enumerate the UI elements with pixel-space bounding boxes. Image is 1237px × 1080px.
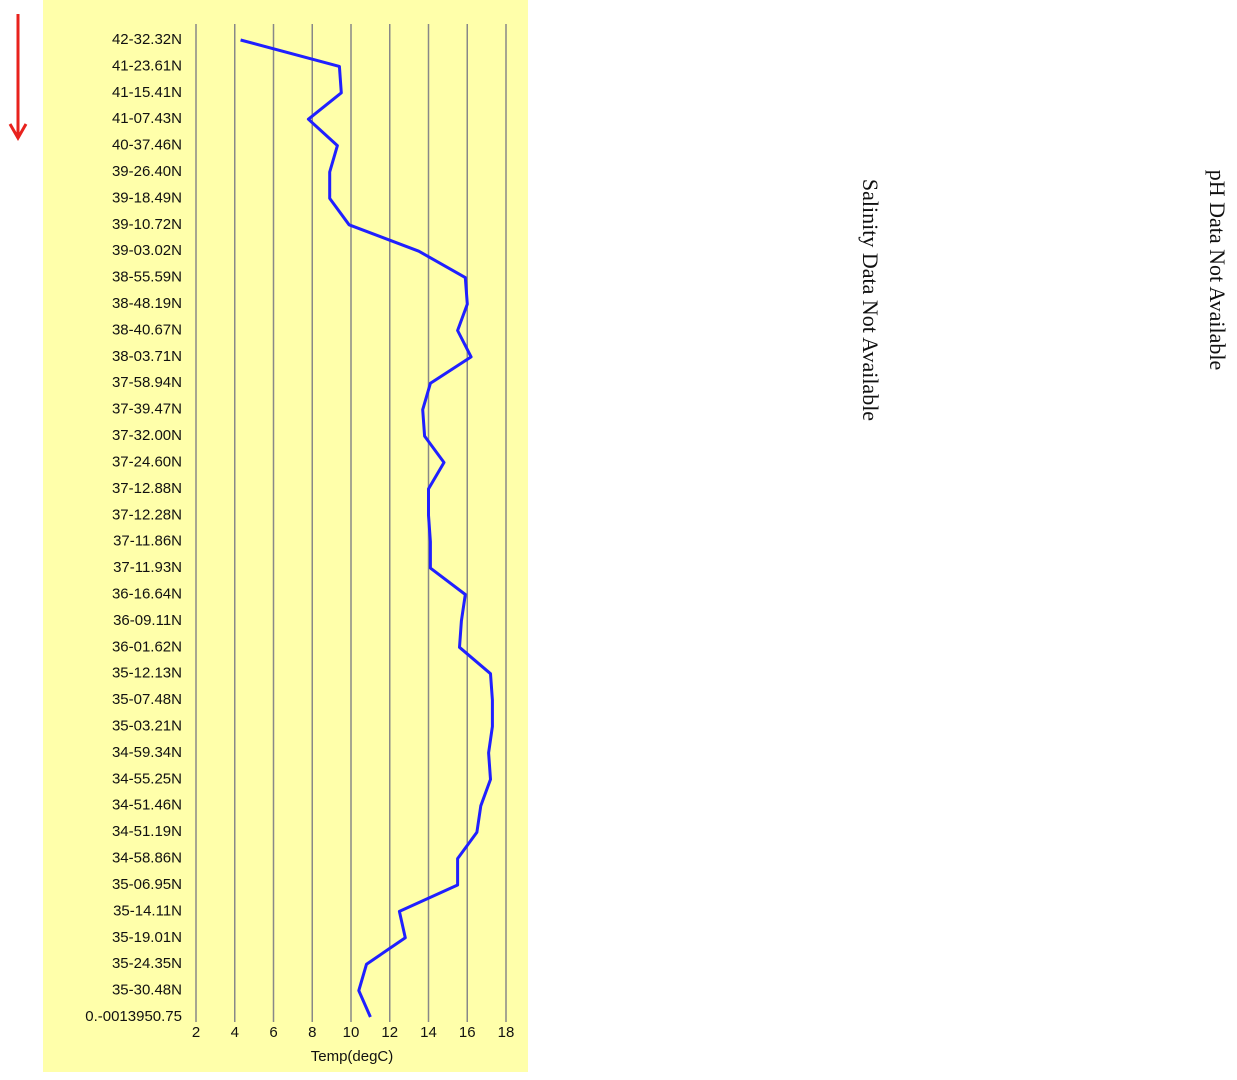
y-tick-label: 42-32.32N xyxy=(112,31,182,48)
x-tick-label: 12 xyxy=(381,1024,398,1041)
y-tick-label: 38-03.71N xyxy=(112,348,182,365)
y-tick-label: 35-06.95N xyxy=(112,876,182,893)
x-tick-label: 8 xyxy=(308,1024,316,1041)
x-axis-label: Temp(degC) xyxy=(311,1048,394,1065)
y-tick-label: 36-01.62N xyxy=(112,638,182,655)
y-tick-label: 41-23.61N xyxy=(112,57,182,74)
y-tick-label: 35-24.35N xyxy=(112,955,182,972)
x-tick-label: 14 xyxy=(420,1024,437,1041)
y-tick-label: 39-10.72N xyxy=(112,216,182,233)
y-tick-label: 39-18.49N xyxy=(112,189,182,206)
y-tick-label: 38-48.19N xyxy=(112,295,182,312)
y-tick-label: 40-37.46N xyxy=(112,137,182,154)
y-tick-label: 35-30.48N xyxy=(112,982,182,999)
ph-note: pH Data Not Available xyxy=(1205,170,1230,371)
x-tick-label: 6 xyxy=(269,1024,277,1041)
y-tick-label: 37-24.60N xyxy=(112,453,182,470)
y-tick-label: 37-11.86N xyxy=(113,533,182,550)
y-tick-label: 34-51.19N xyxy=(112,823,182,840)
y-tick-label: 37-32.00N xyxy=(112,427,182,444)
salinity-note: Salinity Data Not Available xyxy=(858,179,883,421)
y-tick-label: 38-40.67N xyxy=(112,321,182,338)
arrow-head xyxy=(8,123,28,142)
y-tick-label: 35-14.11N xyxy=(113,902,182,919)
y-tick-label: 36-09.11N xyxy=(113,612,182,629)
y-tick-label: 37-12.28N xyxy=(112,506,182,523)
y-tick-label: 37-58.94N xyxy=(112,374,182,391)
y-tick-label: 41-07.43N xyxy=(112,110,182,127)
y-tick-label: 35-07.48N xyxy=(112,691,182,708)
y-tick-label: 34-55.25N xyxy=(112,770,182,787)
y-tick-label: 34-59.34N xyxy=(112,744,182,761)
x-tick-label: 4 xyxy=(231,1024,239,1041)
y-tick-label: 35-19.01N xyxy=(112,929,182,946)
y-tick-label: 41-15.41N xyxy=(112,84,182,101)
y-tick-label: 36-16.64N xyxy=(112,585,182,602)
x-tick-label: 16 xyxy=(459,1024,476,1041)
y-tick-label: 0.-0013950.75 xyxy=(85,1008,182,1025)
x-tick-label: 2 xyxy=(192,1024,200,1041)
y-tick-label: 37-12.88N xyxy=(112,480,182,497)
y-tick-label: 37-11.93N xyxy=(113,559,182,576)
y-tick-label: 39-26.40N xyxy=(112,163,182,180)
y-tick-label: 39-03.02N xyxy=(112,242,182,259)
temp-line xyxy=(240,38,494,1018)
y-tick-label: 34-58.86N xyxy=(112,850,182,867)
y-tick-label: 35-12.13N xyxy=(112,665,182,682)
y-tick-label: 37-39.47N xyxy=(112,401,182,418)
x-tick-label: 10 xyxy=(343,1024,360,1041)
y-tick-label: 38-55.59N xyxy=(112,269,182,286)
x-tick-label: 18 xyxy=(498,1024,515,1041)
chart-panel xyxy=(43,0,528,1072)
y-tick-label: 35-03.21N xyxy=(112,718,182,735)
y-tick-label: 34-51.46N xyxy=(112,797,182,814)
